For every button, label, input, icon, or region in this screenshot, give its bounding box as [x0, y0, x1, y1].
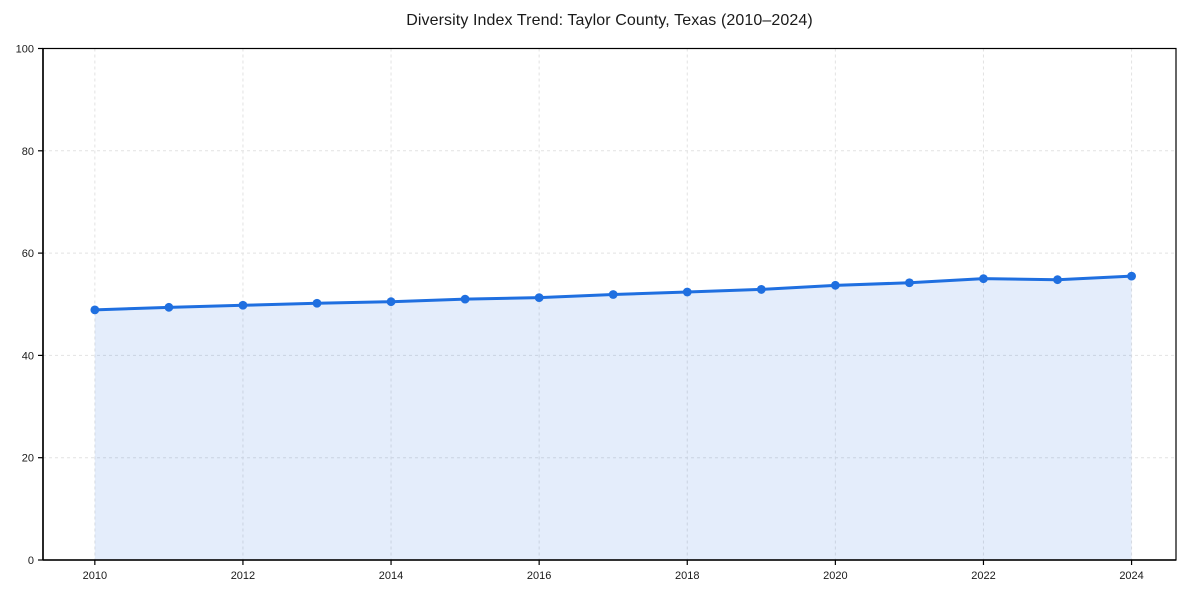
data-point-marker: [534, 293, 544, 303]
data-point-marker: [979, 274, 988, 284]
data-point-marker: [312, 298, 322, 308]
data-point-marker: [386, 297, 396, 307]
data-point-marker: [90, 305, 100, 315]
data-point-marker: [830, 280, 840, 290]
y-tick-label: 20: [22, 453, 34, 465]
data-point-marker: [1053, 275, 1062, 285]
data-point-marker: [682, 287, 692, 297]
data-point-marker: [905, 278, 914, 288]
x-tick-label: 2014: [379, 570, 403, 582]
x-tick-label: 2022: [971, 570, 995, 582]
data-point-marker: [238, 300, 248, 310]
y-tick-label: 80: [22, 146, 34, 158]
x-tick-label: 2020: [823, 570, 847, 582]
data-point-marker: [756, 285, 766, 294]
x-tick-label: 2024: [1119, 570, 1143, 582]
data-point-marker: [164, 302, 174, 312]
x-tick-label: 2010: [83, 570, 107, 582]
area-fill: [94, 276, 1132, 560]
x-tick-label: 2012: [231, 570, 255, 582]
y-tick-label: 0: [28, 555, 34, 567]
y-tick-label: 100: [16, 44, 34, 56]
y-tick-label: 60: [22, 248, 34, 260]
data-point-marker: [1127, 271, 1136, 281]
data-point-marker: [608, 290, 618, 299]
data-point-marker: [460, 294, 470, 304]
x-tick-label: 2018: [675, 570, 699, 582]
chart-title: Diversity Index Trend: Taylor County, Te…: [406, 12, 813, 29]
x-tick-label: 2016: [527, 570, 551, 582]
y-tick-label: 40: [22, 350, 34, 362]
